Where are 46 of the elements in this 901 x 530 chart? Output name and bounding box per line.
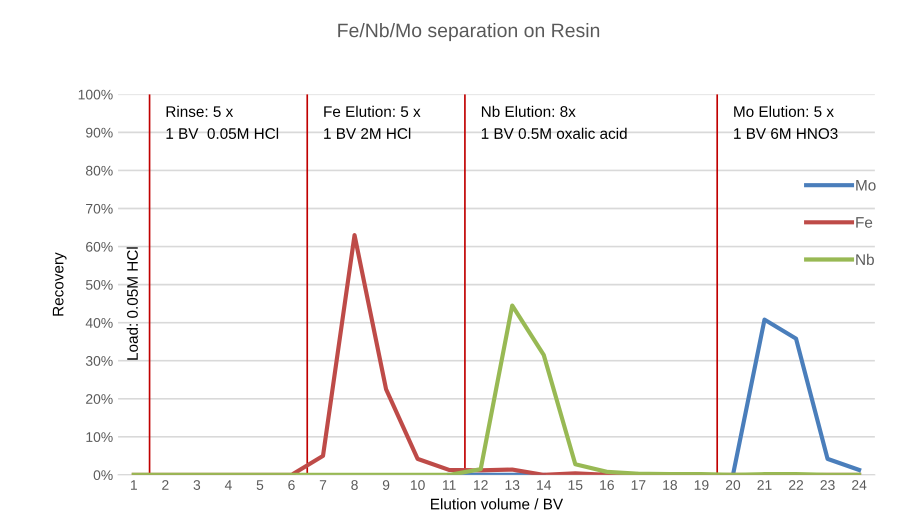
y-tick-label: 90% <box>86 128 113 138</box>
annotation: Fe Elution: 5 x 1 BV 2M HCl <box>324 106 420 139</box>
x-tick-label: 4 <box>224 480 232 490</box>
y-tick-label: 70% <box>86 204 113 214</box>
x-tick-label: 21 <box>757 480 772 490</box>
x-tick-label: 3 <box>194 480 200 490</box>
annotation: Load: 0.05M HCl <box>126 247 138 360</box>
x-tick-label: 22 <box>789 480 804 490</box>
x-tick-label: 19 <box>694 480 708 490</box>
x-tick-label: 17 <box>632 480 646 490</box>
x-tick-label: 11 <box>442 480 456 490</box>
x-tick-label: 2 <box>162 480 168 490</box>
y-tick-label: 100% <box>78 90 113 100</box>
y-tick-label: 40% <box>86 318 113 328</box>
x-tick-label: 16 <box>600 480 614 490</box>
annotation: Mo Elution: 5 x 1 BV 6M HNO3 <box>734 106 838 139</box>
legend-label: Nb <box>856 254 874 265</box>
y-tick-label: 60% <box>86 242 113 252</box>
y-tick-label: 80% <box>86 166 113 176</box>
x-tick-label: 8 <box>351 480 358 490</box>
x-axis-title: Elution volume / BV <box>431 498 564 510</box>
x-tick-label: 18 <box>663 480 678 490</box>
annotation: Rinse: 5 x 1 BV 0.05M HCl <box>166 106 278 139</box>
x-tick-label: 24 <box>852 480 866 490</box>
x-tick-label: 13 <box>506 480 520 490</box>
x-tick-label: 5 <box>256 480 264 490</box>
x-tick-label: 15 <box>568 480 582 490</box>
x-tick-label: 7 <box>320 480 326 490</box>
y-axis-title: Recovery <box>52 252 67 316</box>
chart-title: Fe/Nb/Mo separation on Resin <box>338 23 600 42</box>
x-tick-label: 10 <box>410 480 425 490</box>
legend-label: Mo <box>856 180 876 191</box>
x-tick-label: 14 <box>537 480 552 490</box>
y-tick-label: 30% <box>86 356 113 366</box>
y-tick-label: 10% <box>86 432 113 442</box>
x-tick-label: 20 <box>726 480 740 490</box>
x-tick-label: 1 <box>130 480 137 490</box>
x-tick-label: 9 <box>382 480 390 490</box>
y-tick-label: 50% <box>86 280 113 290</box>
annotation: Nb Elution: 8x 1 BV 0.5M oxalic acid <box>482 106 627 139</box>
y-tick-label: 0% <box>94 470 113 480</box>
y-tick-label: 20% <box>86 394 113 404</box>
x-tick-label: 12 <box>474 480 488 490</box>
legend-label: Fe <box>856 217 872 228</box>
x-tick-label: 6 <box>288 480 295 490</box>
x-tick-label: 23 <box>820 480 835 490</box>
